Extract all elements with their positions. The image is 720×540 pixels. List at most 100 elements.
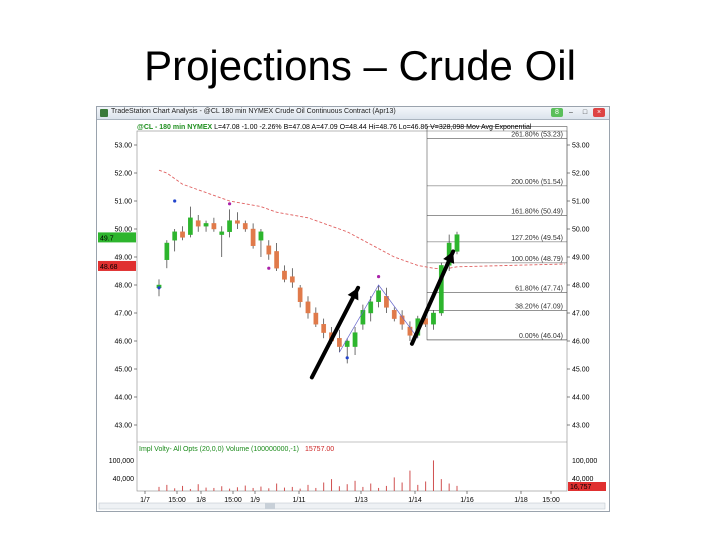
price-label-left: 43.00 [114, 423, 132, 430]
candle[interactable] [250, 228, 256, 246]
fib-label: 38.20% (47.09) [515, 303, 563, 310]
price-label-right: 43.00 [572, 423, 590, 430]
price-flag [98, 232, 136, 243]
candle[interactable] [407, 326, 413, 336]
time-label: 1/14 [408, 497, 422, 504]
price-label-right: 52.00 [572, 171, 590, 178]
volume-panel-title: Impl Volty- All Opts (20,0,0) Volume (10… [139, 446, 299, 453]
candle[interactable] [454, 234, 460, 252]
candle[interactable] [227, 220, 232, 232]
up-arrow-right [409, 249, 456, 346]
volume-label-left: 100,000 [109, 458, 134, 465]
link-badge-button[interactable]: 8 [551, 108, 563, 117]
candle[interactable] [438, 265, 444, 314]
candle[interactable] [282, 270, 287, 280]
volume-flag-label: 16,757 [570, 484, 592, 491]
price-label-left: 53.00 [114, 143, 132, 150]
price-label-left: 46.00 [114, 339, 132, 346]
chart-window[interactable]: TradeStation Chart Analysis - @CL 180 mi… [96, 106, 610, 512]
price-label-left: 49.00 [114, 255, 132, 262]
price-label-right: 47.00 [572, 311, 590, 318]
time-label: 1/13 [354, 497, 368, 504]
price-flag-label: 49.7 [100, 235, 114, 242]
candle[interactable] [305, 301, 311, 314]
swing-marker [267, 266, 271, 270]
candle[interactable] [391, 309, 397, 319]
up-arrow-right-head [443, 251, 455, 264]
scrollbar-thumb[interactable] [265, 503, 275, 509]
swing-marker [376, 275, 381, 279]
candle[interactable] [337, 337, 342, 347]
candle[interactable] [313, 312, 319, 325]
price-label-left: 50.00 [114, 227, 132, 234]
candle[interactable] [195, 220, 201, 227]
price-label-right: 46.00 [572, 339, 590, 346]
time-label: 1/18 [514, 497, 528, 504]
horizontal-scrollbar[interactable] [98, 502, 606, 510]
time-label: 1/11 [292, 497, 305, 504]
indicator-label: Mov Avg Exponential [466, 124, 532, 131]
price-label-left: 48.00 [114, 283, 132, 290]
maximize-button[interactable]: □ [582, 109, 588, 116]
price-label-right: 50.00 [572, 227, 590, 234]
price-flag-label: 48.68 [100, 264, 118, 271]
time-label: 1/7 [140, 497, 150, 504]
time-label: 15:00 [168, 497, 186, 504]
fib-label: 161.80% (50.49) [511, 208, 563, 215]
minimize-button[interactable]: – [569, 109, 573, 116]
slide-title: Projections – Crude Oil [144, 42, 576, 89]
swing-marker [157, 286, 161, 290]
candle[interactable] [431, 312, 436, 325]
candle[interactable] [266, 245, 272, 255]
price-label-right: 44.00 [572, 395, 590, 402]
volume-label-right: 100,000 [572, 458, 597, 465]
candle[interactable] [258, 231, 264, 241]
price-label-left: 44.00 [114, 395, 132, 402]
candle[interactable] [352, 332, 358, 347]
candle[interactable] [180, 231, 185, 238]
app-icon [100, 109, 108, 117]
candle[interactable] [289, 276, 295, 283]
symbol-label: @CL - 180 min NYMEX [137, 124, 213, 131]
fib-label: 100.00% (48.79) [511, 256, 563, 263]
window-titlebar[interactable]: TradeStation Chart Analysis - @CL 180 mi… [97, 107, 609, 120]
candle[interactable] [242, 223, 248, 230]
up-arrow-left-head [347, 287, 359, 301]
candle[interactable] [164, 242, 170, 260]
candle[interactable] [203, 223, 209, 227]
price-chart[interactable]: 53.00 53.00 52.00 52.00 51.00 51.00 50.00 50.00… [97, 119, 609, 511]
time-label: 15:00 [224, 497, 242, 504]
price-label-right: 48.00 [572, 283, 590, 290]
time-label: 1/8 [196, 497, 206, 504]
price-label-right: 53.00 [572, 143, 590, 150]
swing-marker [227, 202, 232, 206]
candle[interactable] [235, 220, 240, 224]
volume-label-left: 40,000 [113, 476, 135, 483]
price-label-right: 45.00 [572, 367, 590, 374]
candle[interactable] [172, 231, 178, 241]
candle[interactable] [344, 340, 350, 347]
time-label: 15:00 [542, 497, 560, 504]
candle[interactable] [360, 309, 366, 325]
fib-label: 261.80% (53.23) [511, 132, 563, 139]
candle[interactable] [274, 251, 279, 269]
zigzag-line [339, 284, 419, 353]
ema-line [158, 169, 566, 270]
candle[interactable] [376, 290, 381, 303]
fib-label: 200.00% (51.54) [511, 179, 563, 186]
window-title: TradeStation Chart Analysis - @CL 180 mi… [111, 108, 396, 115]
candle[interactable] [321, 323, 327, 333]
price-label-right: 51.00 [572, 199, 590, 206]
time-label: 1/16 [460, 497, 474, 504]
candle[interactable] [188, 217, 193, 235]
volume-flag [568, 482, 606, 491]
candle[interactable] [219, 231, 225, 235]
close-button[interactable]: × [593, 108, 605, 117]
candle[interactable] [297, 287, 303, 303]
volume-panel-value: 15757.00 [305, 446, 334, 453]
price-label-left: 52.00 [114, 171, 132, 178]
candle[interactable] [368, 301, 374, 314]
plot-frame [136, 130, 568, 492]
candle[interactable] [211, 223, 217, 230]
fib-label: 0.00% (46.04) [519, 333, 563, 340]
